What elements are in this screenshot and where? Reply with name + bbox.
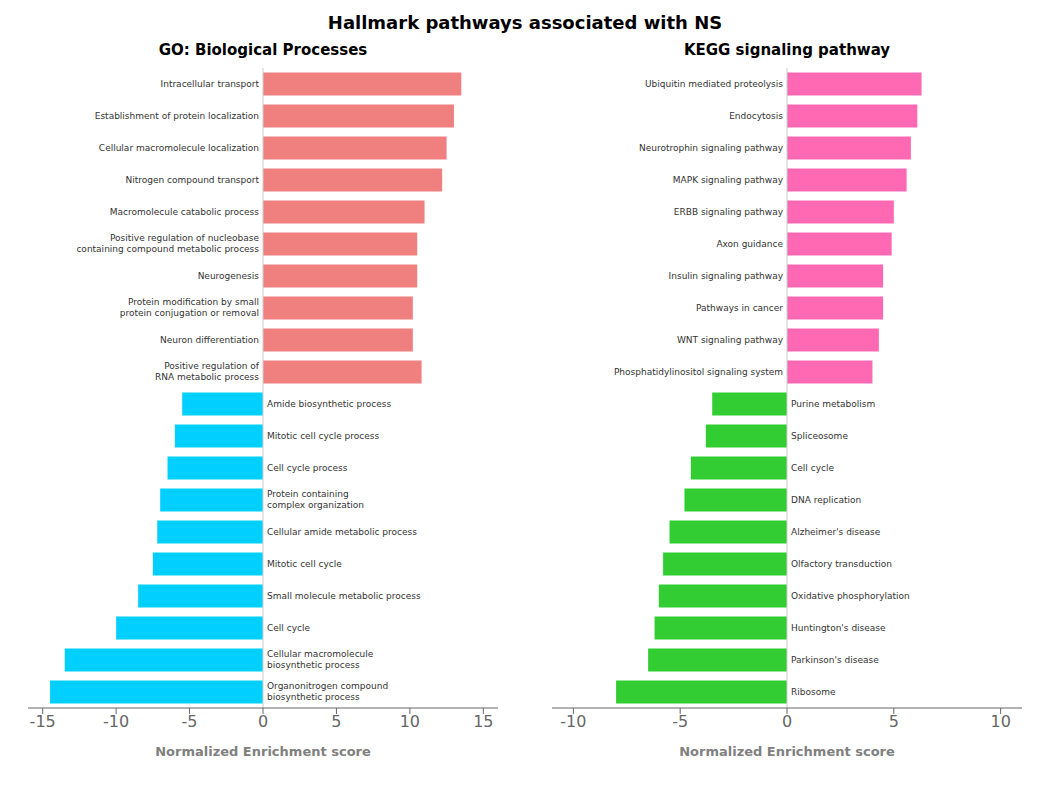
svg-text:Organonitrogen compoundbiosynt: Organonitrogen compoundbiosynthetic proc… bbox=[267, 681, 388, 702]
svg-text:-10: -10 bbox=[560, 712, 586, 731]
svg-text:0: 0 bbox=[782, 712, 792, 731]
svg-text:WNT signaling pathway: WNT signaling pathway bbox=[677, 335, 784, 345]
svg-text:Cell cycle process: Cell cycle process bbox=[267, 463, 348, 473]
svg-text:5: 5 bbox=[331, 712, 341, 731]
svg-text:-15: -15 bbox=[30, 712, 56, 731]
svg-text:Mitotic cell cycle process: Mitotic cell cycle process bbox=[267, 431, 380, 441]
html-text:GO: Biological Processes: GO: Biological Processes bbox=[158, 41, 368, 59]
svg-text:Cell cycle: Cell cycle bbox=[267, 623, 310, 633]
svg-text:Alzheimer's disease: Alzheimer's disease bbox=[791, 527, 881, 537]
svg-text:-10: -10 bbox=[103, 712, 129, 731]
svg-text:Amide biosynthetic process: Amide biosynthetic process bbox=[267, 399, 391, 409]
svg-text:ERBB signaling pathway: ERBB signaling pathway bbox=[674, 207, 784, 217]
html-text:Hallmark pathways associated w: Hallmark pathways associated with NS bbox=[327, 12, 723, 33]
svg-text:15: 15 bbox=[473, 712, 493, 731]
svg-text:Small molecule metabolic proce: Small molecule metabolic process bbox=[267, 591, 421, 601]
svg-text:Protein modification by smallp: Protein modification by smallprotein con… bbox=[120, 297, 259, 318]
svg-text:Neurogenesis: Neurogenesis bbox=[198, 271, 260, 281]
svg-text:Mitotic cell cycle: Mitotic cell cycle bbox=[267, 559, 342, 569]
svg-text:Cell cycle: Cell cycle bbox=[791, 463, 834, 473]
svg-text:Olfactory transduction: Olfactory transduction bbox=[791, 559, 892, 569]
svg-text:0: 0 bbox=[258, 712, 268, 731]
svg-text:Normalized Enrichment score: Normalized Enrichment score bbox=[155, 744, 371, 759]
svg-text:Ubiquitin mediated proteolysis: Ubiquitin mediated proteolysis bbox=[645, 79, 783, 89]
svg-text:Pathways in cancer: Pathways in cancer bbox=[696, 303, 783, 313]
svg-text:10: 10 bbox=[990, 712, 1010, 731]
svg-text:Huntington's disease: Huntington's disease bbox=[791, 623, 886, 633]
svg-text:Spliceosome: Spliceosome bbox=[791, 431, 848, 441]
svg-text:Protein containingcomplex orga: Protein containingcomplex organization bbox=[267, 489, 364, 510]
svg-text:Insulin signaling pathway: Insulin signaling pathway bbox=[669, 271, 784, 281]
svg-text:Intracellular transport: Intracellular transport bbox=[161, 79, 260, 89]
svg-text:Normalized Enrichment score: Normalized Enrichment score bbox=[679, 744, 895, 759]
svg-text:Phosphatidylinositol signaling: Phosphatidylinositol signaling system bbox=[614, 367, 783, 377]
svg-text:Positive regulation ofRNA meta: Positive regulation ofRNA metabolic proc… bbox=[155, 361, 260, 382]
svg-text:Nitrogen compound transport: Nitrogen compound transport bbox=[125, 175, 259, 185]
svg-text:5: 5 bbox=[889, 712, 899, 731]
svg-text:-5: -5 bbox=[182, 712, 198, 731]
svg-text:Cellular amide metabolic proce: Cellular amide metabolic process bbox=[267, 527, 417, 537]
svg-text:Ribosome: Ribosome bbox=[791, 687, 836, 697]
svg-text:-5: -5 bbox=[672, 712, 688, 731]
html-text:KEGG signaling pathway: KEGG signaling pathway bbox=[683, 41, 891, 59]
svg-text:Macromolecule catabolic proces: Macromolecule catabolic process bbox=[110, 207, 260, 217]
svg-text:Purine metabolism: Purine metabolism bbox=[791, 399, 875, 409]
svg-text:Establishment of protein local: Establishment of protein localization bbox=[95, 111, 259, 121]
svg-text:Neurotrophin signaling pathway: Neurotrophin signaling pathway bbox=[639, 143, 784, 153]
svg-text:Neuron differentiation: Neuron differentiation bbox=[160, 335, 259, 345]
svg-text:10: 10 bbox=[400, 712, 420, 731]
svg-text:DNA replication: DNA replication bbox=[791, 495, 861, 505]
svg-text:Endocytosis: Endocytosis bbox=[729, 111, 783, 121]
svg-text:MAPK signaling pathway: MAPK signaling pathway bbox=[673, 175, 784, 185]
svg-text:Axon guidance: Axon guidance bbox=[716, 239, 783, 249]
svg-text:Cellular macromolecule localiz: Cellular macromolecule localization bbox=[99, 143, 259, 153]
svg-text:Oxidative phosphorylation: Oxidative phosphorylation bbox=[791, 591, 910, 601]
svg-text:Cellular macromoleculebiosynth: Cellular macromoleculebiosynthetic proce… bbox=[267, 649, 374, 670]
svg-text:Positive regulation of nucleob: Positive regulation of nucleobasecontain… bbox=[76, 233, 259, 254]
svg-text:Parkinson's disease: Parkinson's disease bbox=[791, 655, 879, 665]
